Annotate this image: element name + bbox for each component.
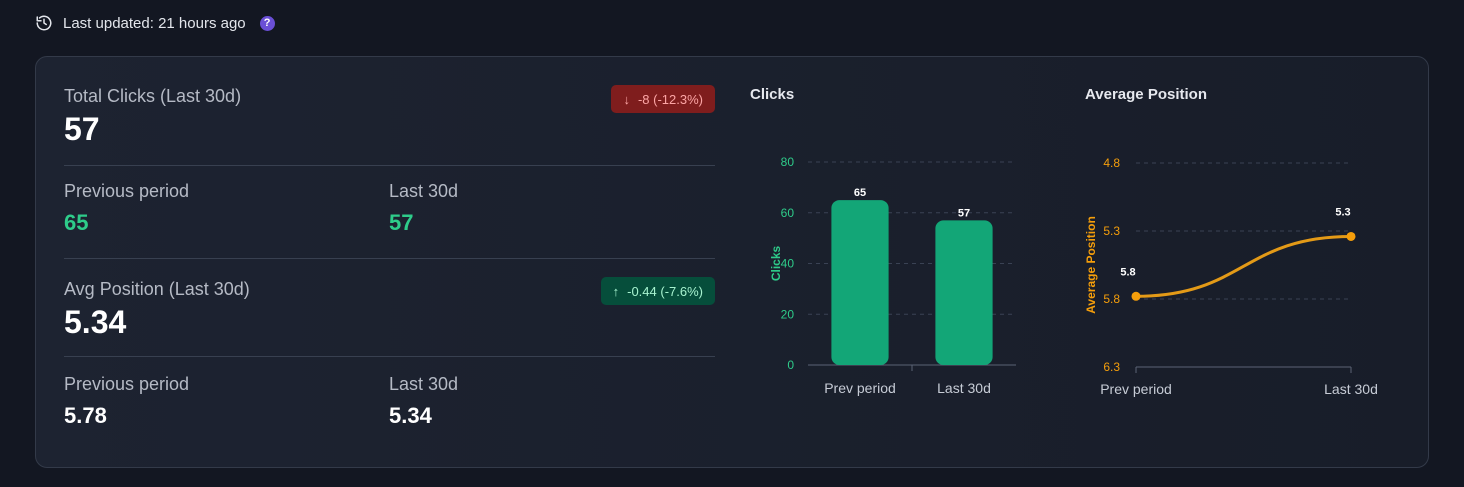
last-updated-row: Last updated: 21 hours ago ? [35, 14, 275, 32]
y-tick-label: 5.3 [1103, 224, 1120, 238]
x-tick-label: Prev period [1100, 381, 1172, 397]
position-change-badge: ↑ -0.44 (-7.6%) [600, 277, 715, 305]
position-prev-value: 5.78 [64, 403, 107, 428]
clicks-comparison: Previous period 65 Last 30d 57 [64, 181, 715, 236]
position-line-chart: 4.8 5.3 5.8 6.3 Average Position 5.8 Prev peri… [1084, 156, 1378, 397]
divider [64, 165, 715, 166]
arrow-up-icon: ↑ [612, 283, 620, 299]
position-chart-title: Average Position [1085, 86, 1207, 103]
data-point [1346, 231, 1356, 241]
bar [831, 200, 889, 365]
position-prev-label: Previous period [64, 374, 190, 394]
clicks-change-badge: ↓ -8 (-12.3%) [611, 85, 715, 113]
y-tick-label: 80 [781, 155, 795, 169]
bar-data-label: 57 [958, 207, 970, 219]
clicks-prev-value: 65 [64, 210, 89, 235]
y-axis-label: Clicks [769, 245, 783, 281]
y-tick-label: 5.8 [1103, 292, 1120, 306]
clicks-curr-value: 57 [389, 210, 414, 235]
data-point [1131, 291, 1141, 301]
clicks-title: Total Clicks (Last 30d) [64, 86, 242, 106]
position-curr-value: 5.34 [389, 403, 432, 428]
clicks-bar-chart: 0 20 40 60 80 Clicks 65 Prev period 57 Last 30d [769, 155, 1016, 396]
position-curr-label: Last 30d [389, 374, 459, 394]
position-title: Avg Position (Last 30d) [64, 279, 250, 299]
clicks-prev-label: Previous period [64, 181, 190, 201]
last-updated-text: Last updated: 21 hours ago [63, 14, 246, 32]
y-tick-label: 4.8 [1103, 156, 1120, 170]
bar-data-label: 65 [854, 187, 866, 199]
help-icon[interactable]: ? [259, 15, 275, 31]
position-comparison: Previous period 5.78 Last 30d 5.34 [64, 374, 715, 429]
bar [935, 220, 993, 365]
x-tick-label: Prev period [824, 380, 896, 396]
y-axis-label: Average Position [1084, 216, 1098, 314]
metrics-card: Total Clicks (Last 30d) 57 ↓ -8 (-12.3%)… [35, 56, 1429, 468]
y-tick-label: 40 [781, 257, 795, 271]
position-value: 5.34 [64, 304, 127, 340]
point-data-label: 5.3 [1335, 206, 1350, 218]
y-tick-label: 6.3 [1103, 360, 1120, 374]
position-summary: Avg Position (Last 30d) 5.34 [64, 279, 250, 341]
divider [64, 356, 715, 357]
y-tick-label: 20 [781, 307, 795, 321]
y-tick-label: 0 [787, 358, 794, 372]
x-tick-label: Last 30d [1324, 381, 1378, 397]
arrow-down-icon: ↓ [623, 91, 630, 107]
history-clock-icon [35, 14, 53, 32]
clicks-change-text: -8 (-12.3%) [637, 91, 703, 107]
x-tick-label: Last 30d [937, 380, 991, 396]
clicks-curr-label: Last 30d [389, 181, 459, 201]
position-change-text: -0.44 (-7.6%) [627, 283, 703, 299]
clicks-summary: Total Clicks (Last 30d) 57 [64, 86, 241, 148]
clicks-chart-title: Clicks [750, 86, 795, 103]
divider [64, 258, 715, 259]
y-tick-label: 60 [781, 206, 795, 220]
clicks-value: 57 [64, 111, 100, 147]
point-data-label: 5.8 [1120, 266, 1135, 278]
series-line [1135, 234, 1352, 298]
